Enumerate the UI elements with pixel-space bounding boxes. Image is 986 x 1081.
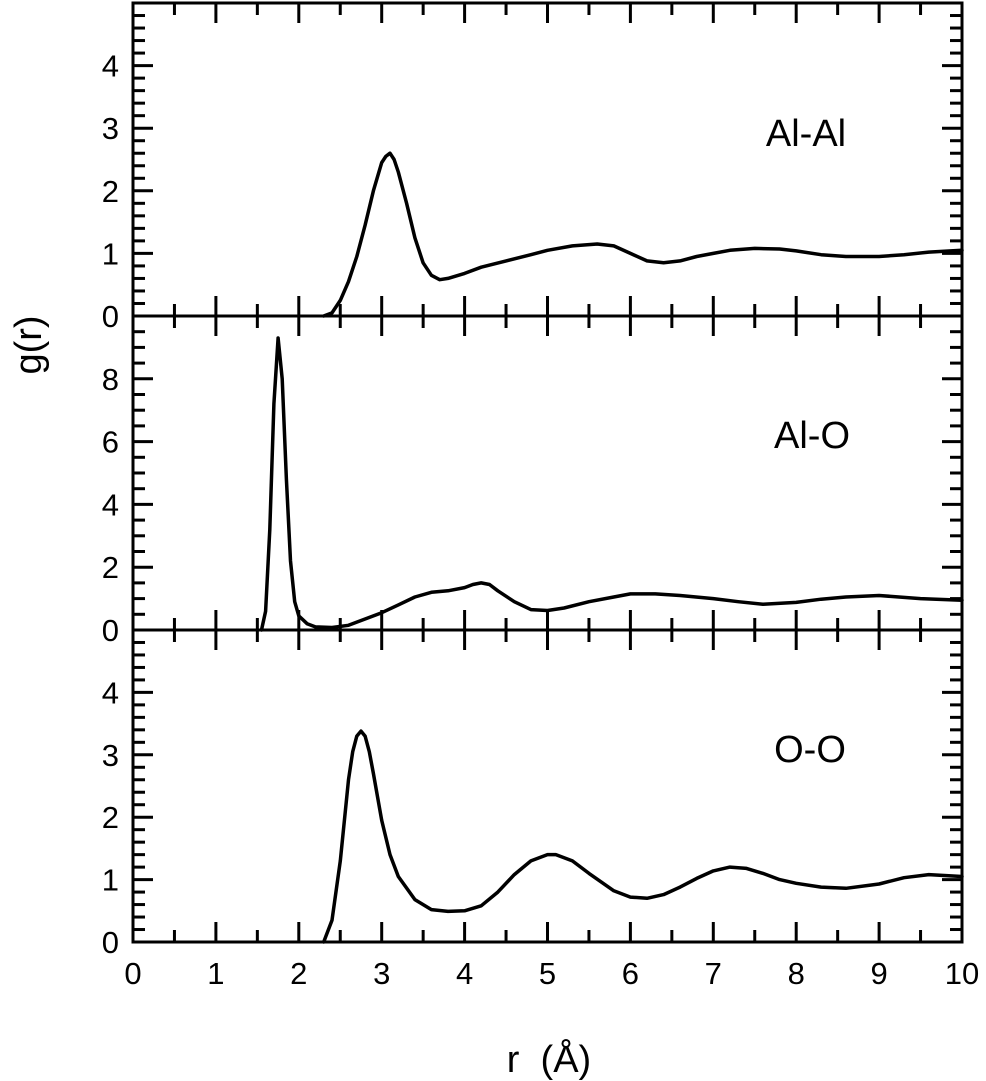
y-tick-label: 0 xyxy=(102,299,119,334)
series-line xyxy=(259,336,964,632)
y-tick-label: 6 xyxy=(102,425,119,460)
y-tick-label: 2 xyxy=(102,174,119,209)
x-tick-label: 1 xyxy=(207,956,224,991)
panel-label: O-O xyxy=(774,729,846,771)
y-tick-label: 2 xyxy=(102,550,119,585)
x-axis-title: r (Å) xyxy=(507,1037,591,1081)
y-tick-label: 4 xyxy=(102,675,119,710)
x-tick-label: 3 xyxy=(373,956,390,991)
panel-0: 0 1 2 3 4 Al-Al xyxy=(102,1,964,334)
x-tick-label: 9 xyxy=(870,956,887,991)
y-tick-label: 4 xyxy=(102,49,119,84)
series-line xyxy=(321,151,964,318)
panel-frame xyxy=(131,314,964,632)
y-tick-label: 1 xyxy=(102,863,119,898)
y-tick-label: 3 xyxy=(102,111,119,146)
panel-label: Al-Al xyxy=(766,113,846,155)
x-tick-label: 8 xyxy=(788,956,805,991)
y-tick-label: 2 xyxy=(102,800,119,835)
x-tick-label: 6 xyxy=(622,956,639,991)
y-tick-label: 8 xyxy=(102,362,119,397)
x-tick-label: 4 xyxy=(456,956,473,991)
y-axis-title: g(r) xyxy=(8,315,50,374)
y-tick-label: 4 xyxy=(102,487,119,522)
series-line xyxy=(321,729,964,944)
panel-frame xyxy=(131,628,964,944)
y-tick-label: 3 xyxy=(102,738,119,773)
y-tick-label: 0 xyxy=(102,613,119,648)
panels-group: 0 1 2 3 4 Al-Al 0 2 4 6 8 Al-O 0 1 2 3 4 O-O 0 1 2 3 4 5 6 7 8 9 10 xyxy=(102,1,979,991)
panel-1: 0 2 4 6 8 Al-O xyxy=(102,314,964,648)
y-tick-label: 1 xyxy=(102,236,119,271)
y-tick-label: 0 xyxy=(102,925,119,960)
panel-label: Al-O xyxy=(774,415,850,457)
x-tick-label: 0 xyxy=(124,956,141,991)
panel-2: 0 1 2 3 4 O-O xyxy=(102,628,964,960)
x-tick-label: 7 xyxy=(705,956,722,991)
x-tick-label: 2 xyxy=(290,956,307,991)
x-tick-label: 5 xyxy=(539,956,556,991)
panel-frame xyxy=(131,1,964,318)
x-tick-label: 10 xyxy=(945,956,979,991)
